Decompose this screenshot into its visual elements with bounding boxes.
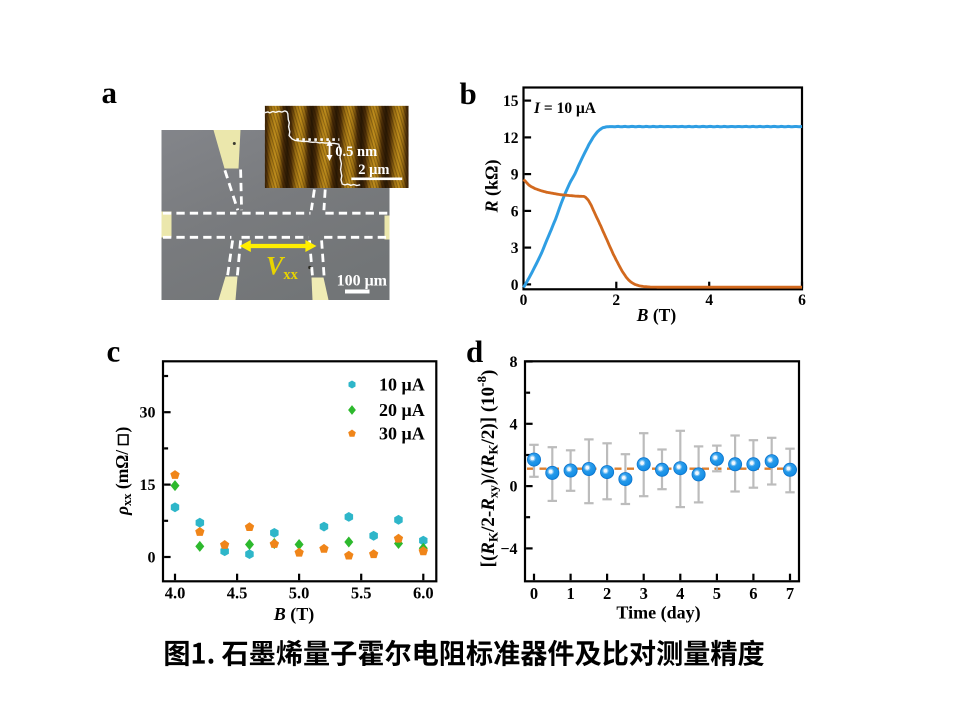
svg-text:30: 30 bbox=[140, 405, 156, 422]
svg-text:0: 0 bbox=[520, 292, 528, 309]
svg-text:d: d bbox=[466, 334, 483, 369]
svg-text:20 μA: 20 μA bbox=[379, 400, 425, 420]
svg-text:15: 15 bbox=[503, 93, 519, 110]
svg-text:6: 6 bbox=[798, 292, 806, 309]
svg-text:2: 2 bbox=[603, 584, 611, 603]
svg-text:b: b bbox=[460, 76, 477, 111]
svg-text:7: 7 bbox=[786, 584, 794, 603]
svg-text:4: 4 bbox=[510, 416, 518, 433]
svg-text:4.5: 4.5 bbox=[227, 583, 248, 602]
svg-text:3: 3 bbox=[511, 240, 519, 257]
svg-text:): ) bbox=[112, 427, 132, 433]
svg-text:0: 0 bbox=[530, 584, 538, 603]
svg-text:c: c bbox=[107, 334, 121, 369]
svg-text:8: 8 bbox=[510, 354, 518, 371]
svg-text:5.5: 5.5 bbox=[351, 583, 372, 602]
svg-text:5: 5 bbox=[713, 584, 721, 603]
svg-text:2: 2 bbox=[612, 292, 620, 309]
svg-text:4: 4 bbox=[705, 292, 713, 309]
svg-text:4: 4 bbox=[676, 584, 684, 603]
svg-text:0: 0 bbox=[148, 550, 156, 567]
svg-text:5.0: 5.0 bbox=[289, 583, 310, 602]
svg-text:6: 6 bbox=[749, 584, 757, 603]
svg-text:a: a bbox=[102, 75, 118, 110]
svg-text:Time (day): Time (day) bbox=[616, 603, 700, 624]
svg-text:R (kΩ): R (kΩ) bbox=[482, 160, 503, 214]
svg-text:0: 0 bbox=[510, 479, 518, 496]
svg-text:6.0: 6.0 bbox=[413, 583, 434, 602]
svg-text:4.0: 4.0 bbox=[165, 583, 186, 602]
svg-text:30 μA: 30 μA bbox=[379, 424, 425, 444]
svg-text:ρxx (mΩ/: ρxx (mΩ/ bbox=[112, 449, 134, 516]
svg-text:B (T): B (T) bbox=[636, 305, 677, 325]
svg-text:3: 3 bbox=[640, 584, 648, 603]
svg-text:6: 6 bbox=[511, 203, 519, 220]
svg-text:0.5 nm: 0.5 nm bbox=[335, 144, 377, 160]
svg-text:B (T): B (T) bbox=[273, 604, 315, 625]
svg-text:1: 1 bbox=[566, 584, 574, 603]
svg-text:10 μA: 10 μA bbox=[379, 375, 425, 395]
svg-text:I = 10 μA: I = 10 μA bbox=[533, 100, 597, 117]
svg-text:[(RK/2-Rxy)/(RK/2)] (10-8): [(RK/2-Rxy)/(RK/2)] (10-8) bbox=[474, 370, 501, 568]
svg-text:15: 15 bbox=[140, 477, 156, 494]
svg-text:−4: −4 bbox=[500, 541, 517, 558]
svg-text:12: 12 bbox=[503, 130, 519, 147]
svg-text:100 μm: 100 μm bbox=[337, 273, 388, 290]
svg-text:Vxx: Vxx bbox=[266, 252, 299, 284]
svg-text:2 μm: 2 μm bbox=[358, 162, 389, 178]
svg-text:9: 9 bbox=[511, 167, 519, 184]
svg-text:0: 0 bbox=[511, 277, 519, 294]
